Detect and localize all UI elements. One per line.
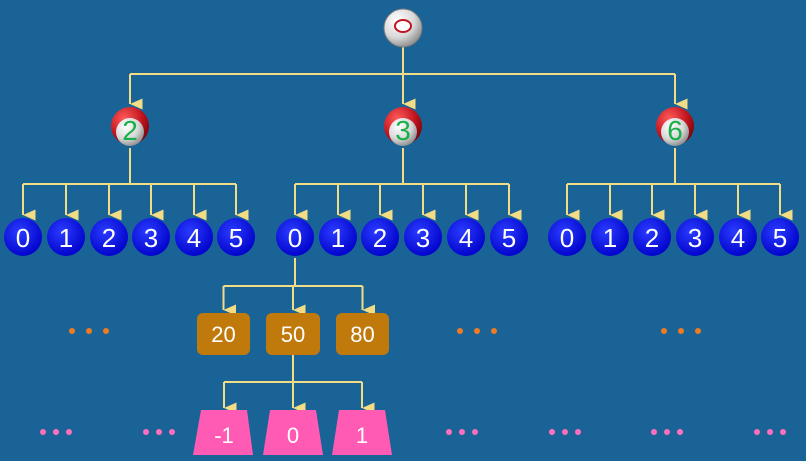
level1-node: 6 [656,107,694,146]
red-white-ball-icon [656,107,694,146]
level4-group: -1 0 1 [193,410,392,455]
value-box: 50 [266,313,320,355]
digit-label: 3 [688,223,702,253]
value-box: 80 [336,313,389,355]
digit-node: 5 [490,218,528,256]
digit-node: 3 [676,218,714,256]
trapezoid-node: 0 [263,410,323,455]
digit-node: 0 [276,218,314,256]
ellipsis-pink [40,429,72,435]
digit-label: 5 [773,223,787,253]
ellipsis-pink [549,429,581,435]
level1-node: 2 [111,107,149,146]
digit-label: 3 [144,223,158,253]
root-node [383,8,423,48]
ellipsis-orange [661,328,701,334]
ellipsis-pink [754,429,786,435]
red-white-ball-icon [111,107,149,146]
level1-label: 6 [667,115,683,146]
digit-label: 4 [459,223,473,253]
red-white-ball-icon [384,107,422,146]
digit-label: 2 [645,223,659,253]
trapezoid-label: -1 [214,423,234,448]
trapezoid-node: -1 [193,410,253,455]
digit-node: 3 [404,218,442,256]
digit-node: 4 [719,218,757,256]
digit-label: 0 [288,223,302,253]
digit-label: 1 [603,223,617,253]
level1-label: 2 [122,115,138,146]
digit-label: 2 [373,223,387,253]
digit-node: 1 [319,218,357,256]
digit-node: 4 [447,218,485,256]
value-box: 20 [197,313,250,355]
digit-node: 0 [548,218,586,256]
trapezoid-node: 1 [332,410,392,455]
ellipsis-pink [651,429,683,435]
digit-node: 2 [90,218,128,256]
white-ball-icon [383,8,423,48]
ellipsis-markers [40,328,786,435]
digit-label: 1 [331,223,345,253]
value-box-label: 50 [281,322,305,347]
digit-node: 2 [361,218,399,256]
digit-label: 4 [731,223,745,253]
level1-nodes: 2 3 6 [111,107,694,146]
value-box-label: 80 [350,322,374,347]
digit-label: 5 [229,223,243,253]
digit-node: 1 [47,218,85,256]
ellipsis-orange [69,328,109,334]
digit-node: 4 [175,218,213,256]
digit-label: 1 [59,223,73,253]
level1-label: 3 [395,115,411,146]
ellipsis-orange [457,328,497,334]
digit-node: 3 [132,218,170,256]
digit-node: 5 [217,218,255,256]
digit-label: 4 [187,223,201,253]
digit-label: 0 [560,223,574,253]
level2-group-2: 0 1 2 3 4 5 [4,218,255,256]
trapezoid-label: 1 [356,423,368,448]
digit-label: 3 [416,223,430,253]
digit-label: 0 [16,223,30,253]
ellipsis-pink [446,429,478,435]
digit-node: 5 [761,218,799,256]
level3-group: 20 50 80 [197,313,389,355]
level2-group-3: 0 1 2 3 4 5 [276,218,528,256]
digit-label: 2 [102,223,116,253]
connectors [22,47,793,414]
level1-node: 3 [384,107,422,146]
value-box-label: 20 [211,322,235,347]
digit-node: 0 [4,218,42,256]
digit-label: 5 [502,223,516,253]
level2-group-6: 0 1 2 3 4 5 [548,218,799,256]
trapezoid-label: 0 [287,423,299,448]
digit-node: 2 [633,218,671,256]
ellipsis-pink [143,429,175,435]
digit-node: 1 [591,218,629,256]
